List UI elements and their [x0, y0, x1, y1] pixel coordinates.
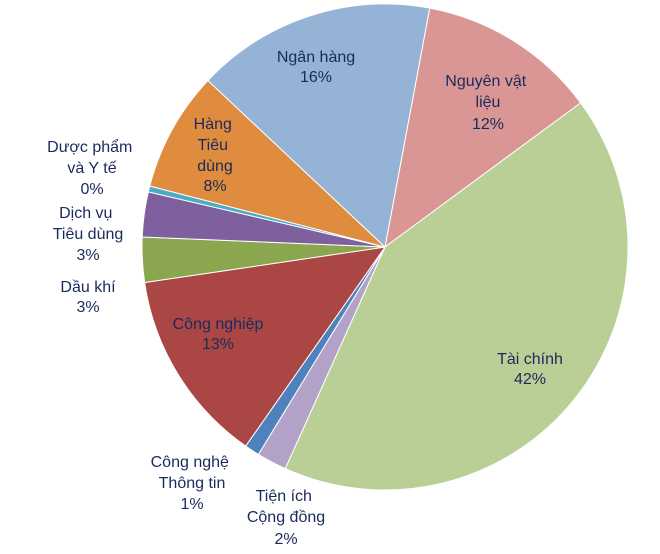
value-label: 3%: [76, 299, 99, 316]
slice-label: Dược phẩm và Y tế: [47, 138, 137, 177]
label-line: Tài chính: [497, 351, 563, 368]
slice-label: Dịch vụ Tiêu dùng: [53, 205, 124, 243]
slice-label: Công nghiệp: [173, 316, 264, 333]
slice-label: Tài chính: [497, 351, 563, 368]
pie-slice: [144, 246, 387, 447]
label-line: Tiêu dùng: [53, 226, 124, 243]
value-label: 13%: [202, 336, 234, 353]
label-line: Dịch vụ: [59, 205, 117, 222]
label-line: Cộng đồng: [247, 509, 325, 526]
slice-label: Ngân hàng: [277, 49, 355, 66]
value-label: 0%: [80, 181, 103, 198]
value-label: 1%: [180, 496, 203, 513]
value-label: 2%: [274, 531, 297, 548]
pie-slice: [207, 3, 431, 248]
label-line: Dầu khí: [60, 279, 116, 296]
label-line: Nguyên vật: [445, 73, 530, 90]
label-line: dùng: [197, 158, 233, 175]
pie-slice: [284, 102, 629, 491]
label-line: Dược phẩm: [47, 138, 137, 156]
label-line: Công nghệ: [151, 454, 234, 471]
label-line: Tiện ích: [256, 488, 317, 505]
label-line: Ngân hàng: [277, 49, 355, 66]
slice-label: Nguyên vật liệu: [445, 73, 530, 111]
label-line: liệu: [476, 94, 501, 111]
value-label: 3%: [76, 247, 99, 264]
label-line: Thông tin: [159, 475, 226, 492]
value-label: 12%: [472, 116, 504, 133]
pie-slice: [149, 79, 386, 248]
pie-slice: [384, 7, 582, 249]
slice-label: Hàng Tiêu dùng: [194, 116, 237, 175]
slice-label: Dầu khí: [60, 279, 116, 296]
label-line: Công nghiệp: [173, 316, 264, 333]
label-line: Tiêu: [198, 137, 233, 154]
label-line: và Y tế: [67, 160, 116, 177]
value-label: 42%: [514, 371, 546, 388]
value-label: 16%: [300, 69, 332, 86]
value-label: 8%: [203, 178, 226, 195]
label-line: Hàng: [194, 116, 237, 133]
slice-label: Tiện ích Cộng đồng: [247, 488, 325, 526]
slice-label: Công nghệ Thông tin: [151, 454, 234, 492]
